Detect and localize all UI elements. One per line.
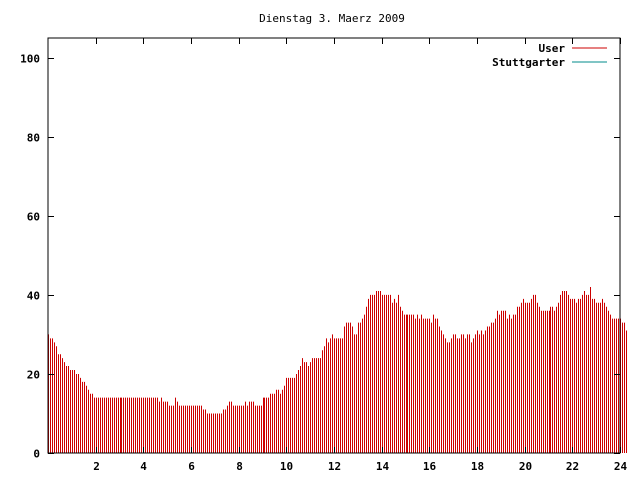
x-tick-label: 10 (280, 460, 293, 473)
x-tick-label: 14 (376, 460, 390, 473)
x-tick-label: 22 (566, 460, 579, 473)
y-tick-label: 80 (27, 132, 40, 145)
plot-frame (47, 37, 621, 454)
x-tick-label: 20 (519, 460, 532, 473)
y-tick-label: 100 (20, 53, 40, 66)
chart-title: Dienstag 3. Maerz 2009 (259, 12, 405, 25)
x-tick-label: 8 (236, 460, 243, 473)
user-series (48, 287, 627, 453)
x-tick-label: 2 (93, 460, 100, 473)
x-tick-label: 12 (328, 460, 341, 473)
y-tick-label: 40 (27, 290, 40, 303)
x-tick-label: 16 (423, 460, 437, 473)
y-tick-label: 20 (27, 369, 40, 382)
y-tick-label: 0 (33, 448, 40, 461)
y-tick-label: 60 (27, 211, 40, 224)
legend: User Stuttgarter (492, 42, 607, 69)
legend-label-user: User (539, 42, 566, 55)
x-tick-label: 24 (614, 460, 628, 473)
x-tick-label: 4 (140, 460, 147, 473)
x-tick-label: 6 (188, 460, 195, 473)
legend-label-stuttgarter: Stuttgarter (492, 56, 565, 69)
x-tick-label: 18 (471, 460, 484, 473)
